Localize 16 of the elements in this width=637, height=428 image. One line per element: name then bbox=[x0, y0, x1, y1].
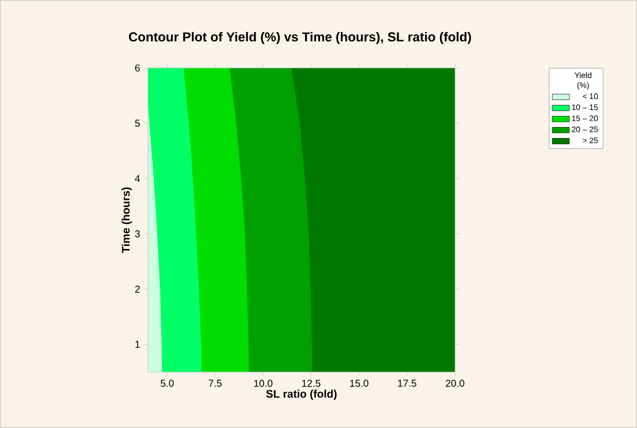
chart-title: Contour Plot of Yield (%) vs Time (hours), SL ratio (fold) bbox=[128, 32, 471, 44]
y-tick-label: 2 bbox=[135, 286, 140, 293]
x-tick-label: 10.0 bbox=[254, 380, 272, 387]
y-tick-label: 3 bbox=[135, 230, 140, 238]
x-tick-label: 20.0 bbox=[446, 380, 464, 387]
x-tick-label: 7.5 bbox=[208, 380, 222, 387]
y-tick-label: 1 bbox=[135, 340, 140, 348]
x-tick-label: 17.5 bbox=[398, 380, 416, 387]
x-tick-label: 12.5 bbox=[302, 380, 320, 387]
x-axis-title: SL ratio (fold) bbox=[266, 390, 337, 400]
y-tick-label: 6 bbox=[135, 64, 140, 72]
y-tick-label: 5 bbox=[135, 120, 140, 127]
y-tick-label: 4 bbox=[134, 175, 140, 182]
y-axis-title: Time (hours) bbox=[122, 187, 132, 253]
x-tick-label: 15.0 bbox=[350, 380, 368, 387]
x-tick-label: 5.0 bbox=[160, 380, 174, 387]
